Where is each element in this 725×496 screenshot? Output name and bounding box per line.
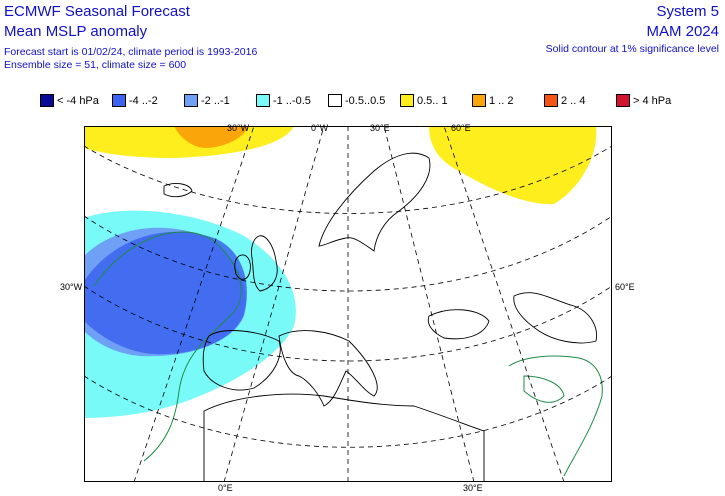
legend-item: > 4 hPa: [616, 94, 671, 107]
coast-east: [513, 292, 597, 344]
significance-contour-east: [508, 355, 603, 477]
legend-swatch: [40, 94, 54, 107]
forecast-info: Forecast start is 01/02/24, climate peri…: [4, 46, 258, 58]
coast-scandinavia: [318, 152, 431, 252]
system-label: System 5: [656, 3, 719, 20]
lon-label-bottom: 30°E: [463, 483, 483, 493]
legend-item: -1 ..-0.5: [256, 94, 311, 107]
contour-note: Solid contour at 1% significance level: [545, 43, 719, 55]
coast-africa: [203, 393, 485, 482]
lon-label: 0°W: [311, 123, 329, 133]
lon-label-bottom: 0°E: [218, 483, 233, 493]
season-label: MAM 2024: [646, 23, 719, 40]
coast-iberia: [202, 330, 281, 391]
legend-item: < -4 hPa: [40, 94, 99, 107]
legend-label: < -4 hPa: [57, 94, 99, 107]
legend-item: -2 ..-1: [184, 94, 230, 107]
legend-item: 0.5.. 1: [400, 94, 448, 107]
lat-label-left: 30°W: [60, 282, 83, 292]
significance-contour-east-inner: [523, 375, 565, 403]
coast-britain: [251, 235, 278, 292]
chart-title: ECMWF Seasonal Forecast: [4, 3, 190, 20]
anomaly-positive-northeast: [429, 126, 597, 205]
coast-europe-south: [278, 330, 378, 407]
coast-ireland: [234, 254, 251, 280]
legend-label: -4 ..-2: [129, 94, 158, 107]
legend-item: -4 ..-2: [112, 94, 158, 107]
legend-swatch: [400, 94, 414, 107]
lon-label: 60°E: [451, 123, 471, 133]
legend-item: 1 .. 2: [472, 94, 513, 107]
legend-swatch: [544, 94, 558, 107]
legend-label: 0.5.. 1: [417, 94, 448, 107]
legend-label: > 4 hPa: [633, 94, 672, 107]
legend-swatch: [328, 94, 342, 107]
significance-contour: [93, 231, 242, 462]
chart-subtitle: Mean MSLP anomaly: [4, 23, 148, 40]
lon-label: 30°E: [370, 123, 390, 133]
legend-swatch: [112, 94, 126, 107]
legend-swatch: [184, 94, 198, 107]
anomaly-negative-strong: [84, 231, 247, 355]
legend-label: -0.5..0.5: [345, 94, 386, 107]
ensemble-info: Ensemble size = 51, climate size = 600: [4, 59, 187, 71]
coast-black-sea: [427, 309, 490, 340]
legend-swatch: [472, 94, 486, 107]
legend-label: 1 .. 2: [489, 94, 514, 107]
legend-label: 2 .. 4: [561, 94, 586, 107]
legend-swatch: [256, 94, 270, 107]
lon-label: 30°W: [227, 123, 250, 133]
coast-iceland: [163, 183, 193, 198]
legend: < -4 hPa -4 ..-2 -2 ..-1 -1 ..-0.5 -0.5.…: [40, 94, 720, 110]
anomaly-map: [84, 126, 612, 482]
legend-swatch: [616, 94, 630, 107]
lat-label-right: 60°E: [615, 282, 635, 292]
legend-item: -0.5..0.5: [328, 94, 385, 107]
legend-label: -2 ..-1: [201, 94, 230, 107]
legend-item: 2 .. 4: [544, 94, 585, 107]
anomaly-strong-positive-north: [174, 126, 249, 148]
legend-label: -1 ..-0.5: [273, 94, 311, 107]
